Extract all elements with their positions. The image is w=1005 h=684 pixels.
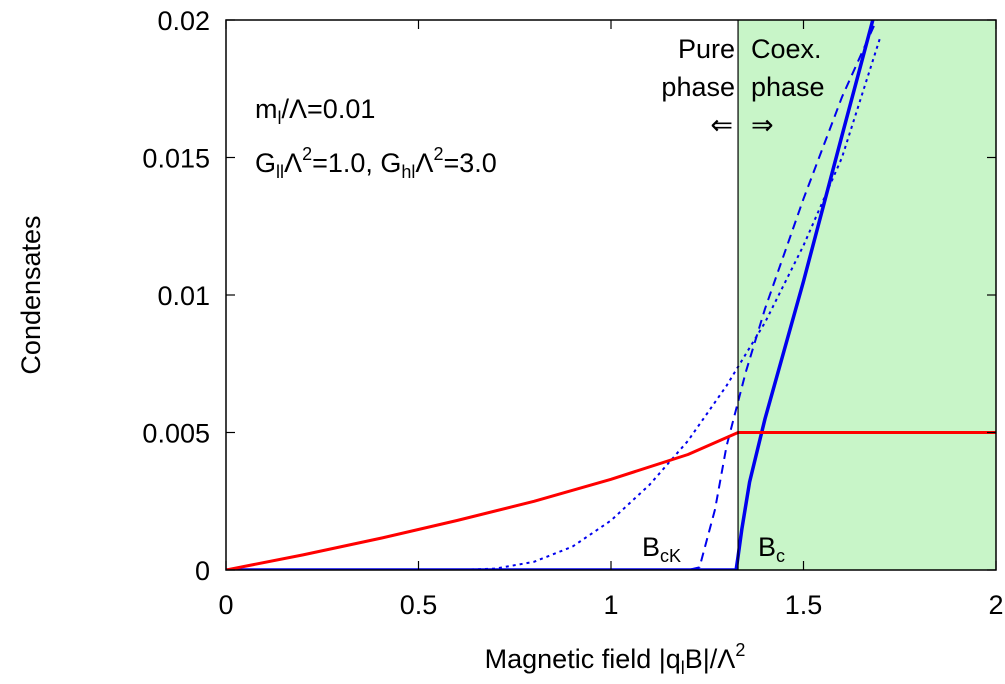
pure-phase-arrow: ⇐ [710,110,733,140]
y-tick-label: 0 [195,556,210,586]
x-tick-label: 0.5 [400,590,438,620]
y-axis-label: Condensates [16,215,46,374]
x-axis-label: Magnetic field |qlB|/Λ2 [485,640,746,678]
bc-marker-label: Bc [758,532,785,566]
y-tick-label: 0.01 [157,281,210,311]
x-tick-label: 0 [218,590,233,620]
y-tick-label: 0.02 [157,6,210,36]
param-coupling-label: GllΛ2=1.0, GhlΛ2=3.0 [255,144,497,182]
bck-marker-label: BcK [642,532,681,566]
y-tick-label: 0.015 [142,144,210,174]
coex-phase-label-line2: phase [751,72,825,102]
series-layer [226,20,996,570]
pure-phase-label-line1: Pure [678,34,735,64]
coex-phase-arrow: ⇒ [751,110,774,140]
coexistence-region [738,20,996,570]
x-tick-label: 1 [603,590,618,620]
coex-phase-label-line1: Coex. [751,34,822,64]
y-tick-label: 0.005 [142,419,210,449]
param-mass-label: ml/Λ=0.01 [255,94,375,128]
pure-phase-label-line2: phase [661,72,735,102]
blue-solid-condensate-line [226,20,875,570]
blue-dotted-condensate-line [226,36,882,570]
ticks-layer: 0 0.5 1 1.5 2 0 0.005 0.01 0.015 0.02 [142,6,1003,620]
red-condensate-line [226,431,996,570]
blue-dashed-condensate-line [226,20,878,570]
x-tick-label: 2 [988,590,1003,620]
x-tick-label: 1.5 [785,590,823,620]
